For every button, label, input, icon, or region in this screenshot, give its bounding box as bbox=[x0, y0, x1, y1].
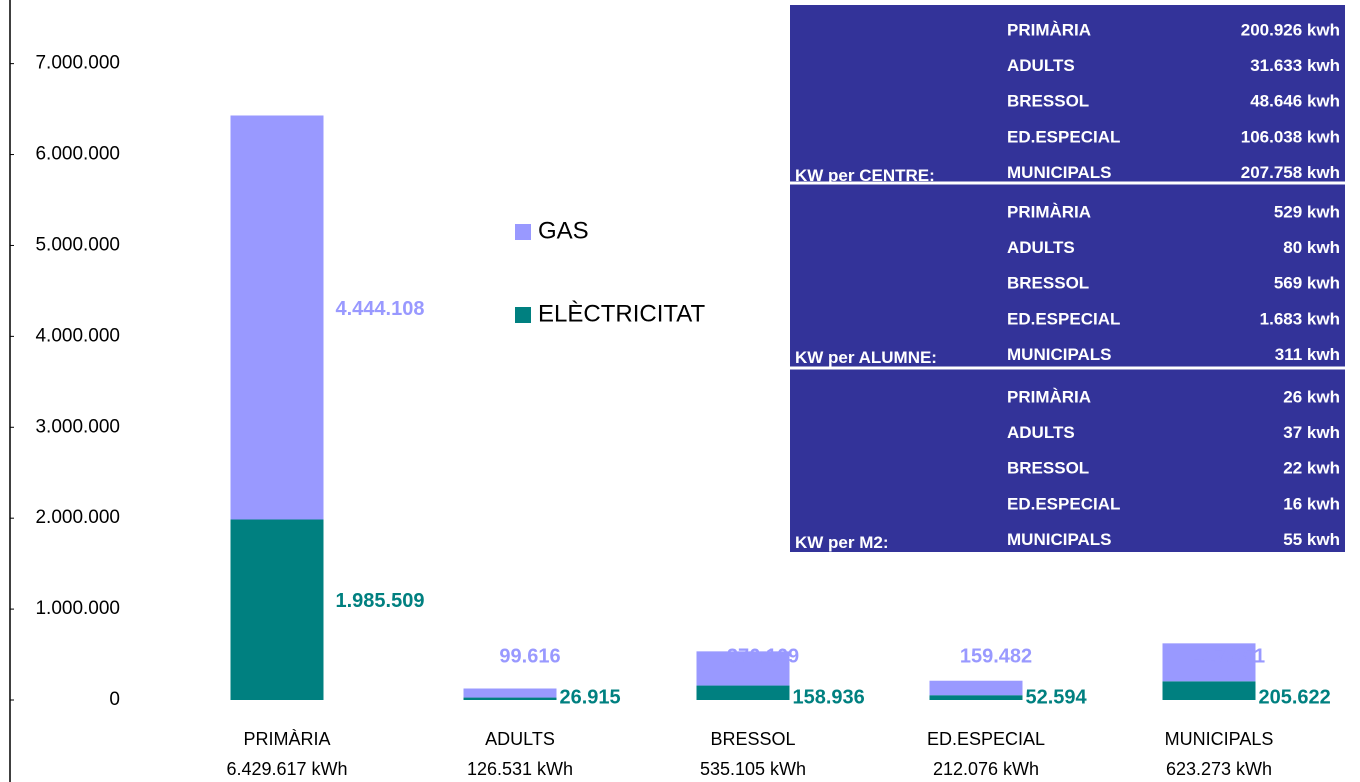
value-label: 417.651 bbox=[1193, 645, 1265, 667]
total-label: 535.105 kWh bbox=[700, 759, 806, 779]
table-value: 55 kwh bbox=[1283, 530, 1340, 549]
bar-segment bbox=[1162, 681, 1256, 700]
y-tick-label: 7.000.000 bbox=[35, 53, 120, 74]
legend-label: GAS bbox=[538, 217, 589, 244]
table-name: PRIMÀRIA bbox=[1007, 202, 1091, 221]
value-label: 26.915 bbox=[560, 686, 621, 708]
table-value: 207.758 kwh bbox=[1241, 163, 1340, 182]
table-group-label: KW per ALUMNE: bbox=[795, 348, 937, 367]
table-value: 106.038 kwh bbox=[1241, 127, 1340, 146]
legend-label: ELÈCTRICITAT bbox=[538, 300, 705, 327]
value-label: 99.616 bbox=[499, 645, 560, 667]
table-background bbox=[790, 5, 1345, 552]
bar-segment bbox=[929, 695, 1023, 700]
x-tick-label: MUNICIPALS bbox=[1165, 729, 1274, 749]
value-label: 159.482 bbox=[960, 645, 1032, 667]
x-tick-label: PRIMÀRIA bbox=[243, 729, 330, 749]
table-value: 16 kwh bbox=[1283, 494, 1340, 513]
value-label: 52.594 bbox=[1026, 686, 1088, 708]
value-label: 376.169 bbox=[727, 645, 799, 667]
x-tick-label: BRESSOL bbox=[710, 729, 795, 749]
table-value: 1.683 kwh bbox=[1260, 309, 1340, 328]
total-label: 212.076 kWh bbox=[933, 759, 1039, 779]
bar-segment bbox=[696, 651, 790, 686]
table-name: MUNICIPALS bbox=[1007, 530, 1112, 549]
bar-segment bbox=[929, 680, 1023, 696]
table-value: 569 kwh bbox=[1274, 274, 1340, 293]
y-tick-label: 3.000.000 bbox=[35, 416, 120, 437]
bar-segment bbox=[696, 685, 790, 700]
table-value: 80 kwh bbox=[1283, 238, 1340, 257]
table-name: ADULTS bbox=[1007, 423, 1075, 442]
y-tick-label: 0 bbox=[109, 689, 120, 710]
legend-swatch bbox=[515, 307, 531, 323]
table-name: ED.ESPECIAL bbox=[1007, 309, 1120, 328]
table-name: MUNICIPALS bbox=[1007, 163, 1112, 182]
value-label: 158.936 bbox=[793, 686, 865, 708]
table-group-label: KW per CENTRE: bbox=[795, 166, 935, 185]
value-label: 205.622 bbox=[1259, 686, 1331, 708]
table-value: 200.926 kwh bbox=[1241, 20, 1340, 39]
bar-segment bbox=[230, 115, 324, 520]
table-value: 529 kwh bbox=[1274, 202, 1340, 221]
table-name: ED.ESPECIAL bbox=[1007, 494, 1120, 513]
table-name: MUNICIPALS bbox=[1007, 345, 1112, 364]
total-label: 623.273 kWh bbox=[1166, 759, 1272, 779]
x-tick-label: ADULTS bbox=[485, 729, 555, 749]
total-label: 6.429.617 kWh bbox=[226, 759, 347, 779]
bar-segment bbox=[230, 519, 324, 700]
total-label: 126.531 kWh bbox=[467, 759, 573, 779]
bar-segment bbox=[463, 697, 557, 700]
table-value: 48.646 kwh bbox=[1250, 92, 1340, 111]
table-group-label: KW per M2: bbox=[795, 533, 889, 552]
y-tick-label: 5.000.000 bbox=[35, 234, 120, 255]
table-name: BRESSOL bbox=[1007, 459, 1089, 478]
bar-segment bbox=[1162, 643, 1256, 682]
x-tick-label: ED.ESPECIAL bbox=[927, 729, 1045, 749]
y-tick-label: 2.000.000 bbox=[35, 507, 120, 528]
table-name: PRIMÀRIA bbox=[1007, 387, 1091, 406]
value-label: 4.444.108 bbox=[336, 298, 425, 320]
table-name: ED.ESPECIAL bbox=[1007, 127, 1120, 146]
y-tick-label: 6.000.000 bbox=[35, 144, 120, 165]
value-label: 1.985.509 bbox=[336, 590, 425, 612]
y-tick-label: 1.000.000 bbox=[35, 598, 120, 619]
table-value: 31.633 kwh bbox=[1250, 56, 1340, 75]
bar-segment bbox=[463, 688, 557, 698]
table-value: 22 kwh bbox=[1283, 459, 1340, 478]
table-value: 26 kwh bbox=[1283, 387, 1340, 406]
table-name: BRESSOL bbox=[1007, 274, 1089, 293]
table-name: ADULTS bbox=[1007, 238, 1075, 257]
legend-swatch bbox=[515, 224, 531, 240]
table-value: 37 kwh bbox=[1283, 423, 1340, 442]
y-tick-label: 4.000.000 bbox=[35, 325, 120, 346]
table-name: PRIMÀRIA bbox=[1007, 20, 1091, 39]
table-name: BRESSOL bbox=[1007, 92, 1089, 111]
table-name: ADULTS bbox=[1007, 56, 1075, 75]
table-value: 311 kwh bbox=[1275, 345, 1340, 364]
